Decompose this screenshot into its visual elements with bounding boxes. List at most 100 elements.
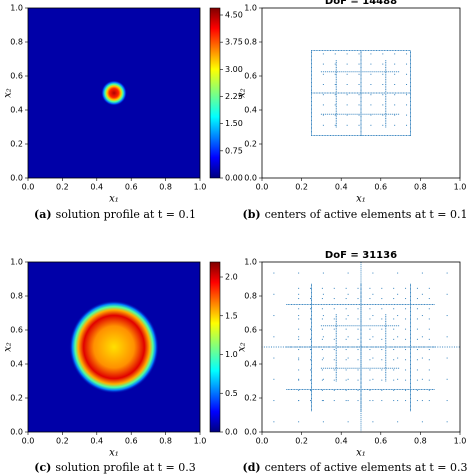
element-center [360,73,362,75]
element-center [335,95,337,97]
element-center [360,360,362,362]
element-center [369,379,371,381]
element-center [352,389,354,390]
element-center [410,309,411,311]
element-center [334,135,336,136]
element-center [382,63,384,65]
element-center [410,50,411,52]
element-center [323,135,325,136]
element-center [320,367,322,369]
element-center [311,125,312,127]
element-center [399,346,401,348]
element-center [372,113,374,115]
element-center [405,389,407,391]
element-center [365,304,367,305]
element-center [346,389,348,390]
element-center [356,346,358,348]
element-center [360,330,362,332]
element-center [368,304,370,305]
element-center [406,135,408,136]
x-tick-label: 0.4 [90,437,103,446]
element-center [311,287,312,289]
element-center [322,357,324,359]
element-center [360,124,362,126]
element-center [311,316,312,318]
element-center [410,359,411,361]
x-tick-label: 1.0 [454,183,467,192]
element-center [298,308,300,310]
element-center [290,346,292,348]
element-center [335,361,337,363]
element-center [352,92,354,94]
element-center [386,367,388,369]
element-center [311,86,312,88]
x-tick-label: 1.0 [194,437,207,446]
element-center [346,346,348,348]
element-center [326,71,328,73]
element-center [366,367,368,369]
element-center [410,362,411,364]
element-center [393,298,395,300]
element-center [352,346,354,348]
element-center [410,86,411,88]
element-center [343,346,345,348]
element-center [360,366,362,368]
element-center [393,304,395,305]
element-center [410,111,411,113]
element-center [333,346,335,348]
element-center [358,94,360,96]
element-center [416,389,418,391]
element-center [310,304,312,305]
colorbar-tick-label: 3.00 [225,65,243,74]
element-center [380,113,382,115]
element-center [420,304,422,305]
element-center [385,375,387,377]
element-center [410,128,411,130]
element-center [371,92,373,94]
element-center [311,353,312,355]
element-center [335,82,337,84]
element-center [360,398,362,400]
element-center [428,287,430,289]
element-center [393,50,395,51]
element-center [410,380,411,382]
element-center [393,379,395,381]
element-center [311,293,312,295]
element-center [385,366,387,368]
element-center [388,113,390,115]
element-center [292,346,294,348]
element-center [421,336,423,338]
element-center [385,326,387,328]
element-center [410,117,411,119]
element-center [342,71,344,73]
element-center [360,308,362,310]
element-center [410,353,411,355]
element-center [335,101,337,102]
element-center [321,379,323,381]
x-tick-label: 1.0 [194,183,207,192]
element-center [416,318,418,320]
element-center [406,114,408,116]
element-center [360,328,362,330]
element-center [349,304,351,305]
element-center [335,72,337,74]
element-center [416,379,418,381]
element-center [298,378,300,380]
element-center [360,80,362,82]
element-center [375,92,377,94]
x-axis-label: x₁ [356,448,366,459]
element-center [362,325,364,327]
element-center [362,71,364,73]
element-center [386,113,388,115]
x-tick-label: 0.6 [125,183,138,192]
element-center [311,111,312,113]
element-center [298,272,300,274]
element-center [354,325,356,327]
element-center [407,92,409,94]
element-center [311,339,312,341]
element-center [373,346,375,348]
element-center [405,304,407,305]
element-center [341,346,343,348]
element-center [310,346,312,348]
element-center [396,50,398,51]
